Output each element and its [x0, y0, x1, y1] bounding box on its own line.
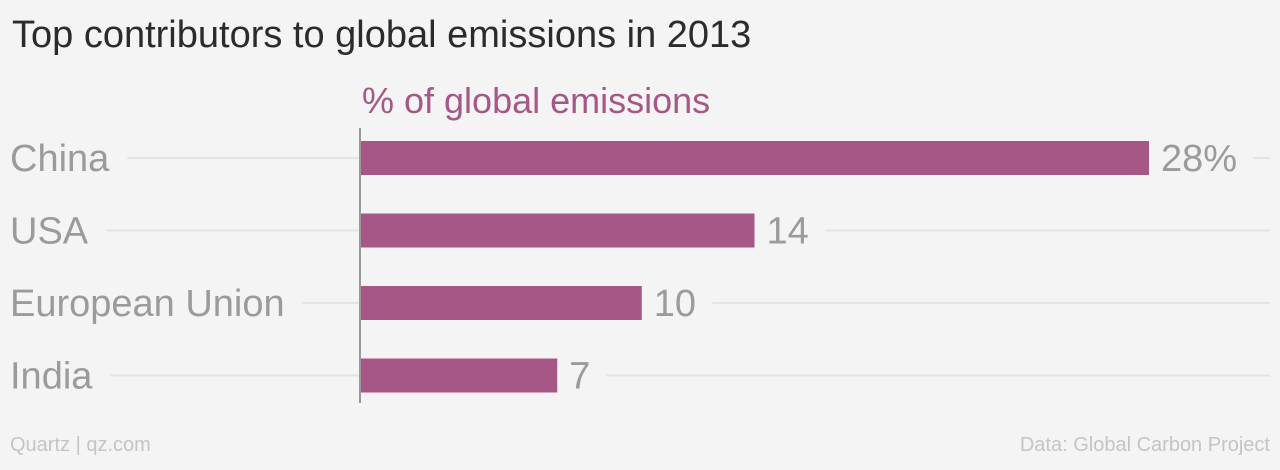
source-credit: Quartz | qz.com — [10, 434, 151, 456]
chart-subtitle: % of global emissions — [362, 80, 711, 121]
chart-title: Top contributors to global emissions in … — [12, 14, 752, 56]
category-label: USA — [10, 211, 89, 253]
bar-india — [360, 358, 558, 393]
category-label: China — [10, 138, 110, 180]
data-source: Data: Global Carbon Project — [1019, 434, 1270, 456]
bar-china — [360, 141, 1149, 175]
value-label: 10 — [654, 283, 696, 325]
bar-usa — [360, 213, 755, 248]
category-label: India — [10, 356, 93, 398]
bar-european-union — [360, 286, 642, 320]
value-label: 7 — [569, 356, 590, 398]
category-label: European Union — [10, 283, 285, 325]
value-label: 14 — [767, 211, 809, 253]
value-label: 28% — [1161, 138, 1237, 180]
